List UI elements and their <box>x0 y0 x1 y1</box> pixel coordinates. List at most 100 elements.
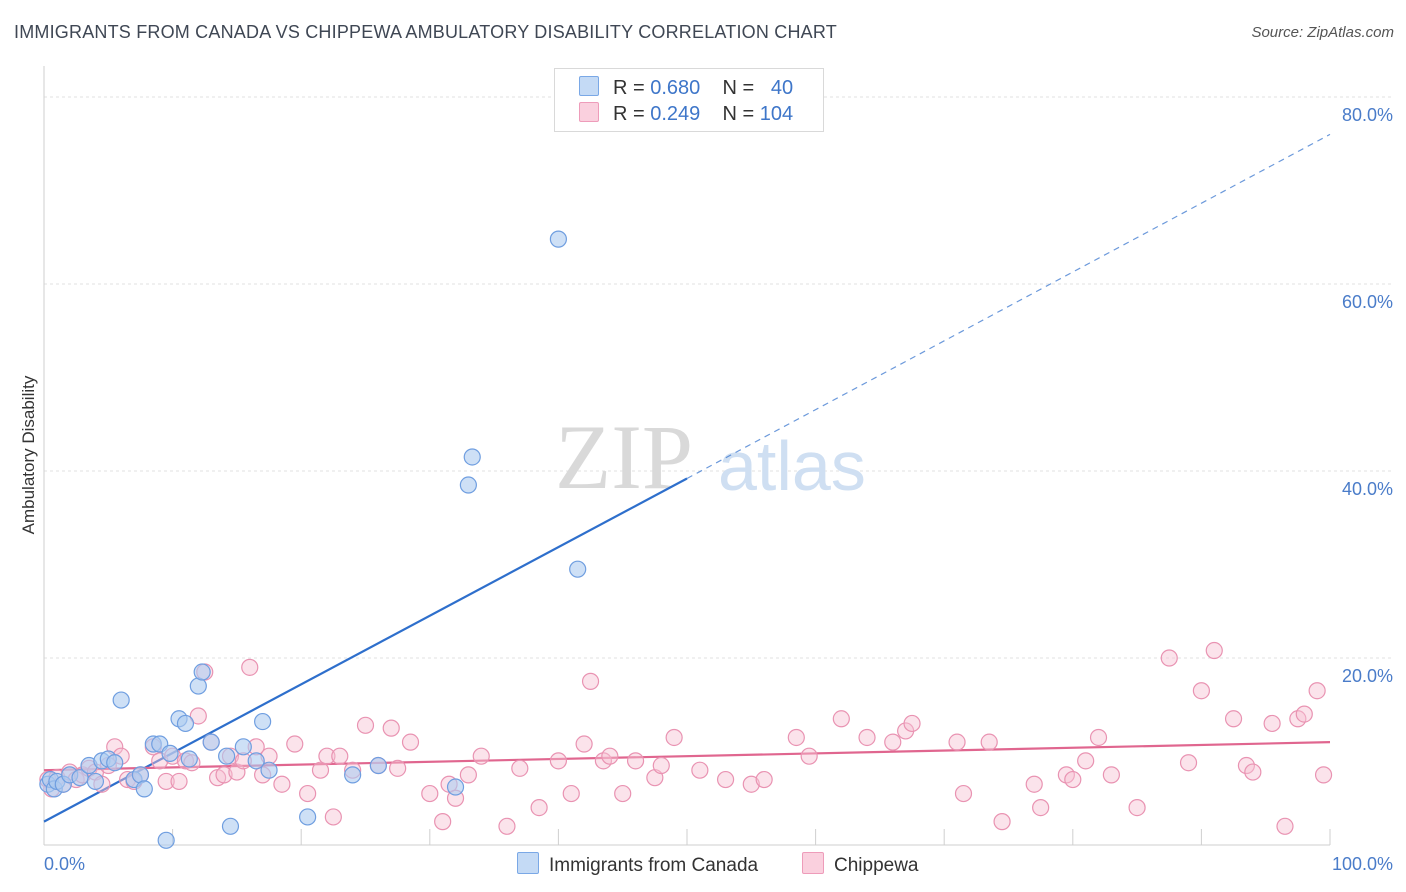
chippewa-point <box>273 775 291 793</box>
n-value-canada: 40 <box>770 77 794 99</box>
chippewa-point <box>1192 682 1211 700</box>
chippewa-point <box>1025 775 1043 793</box>
canada-point <box>569 560 587 578</box>
chippewa-point <box>903 714 921 733</box>
canada-point <box>157 831 175 849</box>
tick-labels: 20.0% 40.0% 60.0% 80.0% 0.0% 100.0% <box>44 105 1393 874</box>
chippewa-point <box>1237 756 1256 775</box>
chippewa-point <box>1128 798 1146 817</box>
chippewa-point <box>1032 798 1050 817</box>
chippewa-point <box>858 728 876 747</box>
chippewa-point <box>1064 770 1082 789</box>
chippewa-point <box>356 716 375 734</box>
chippewa-point <box>652 756 670 775</box>
chippewa-point <box>581 672 600 690</box>
n-label-chippewa: N = <box>722 103 755 125</box>
canada-point <box>221 817 240 835</box>
r-value-canada: 0.680 <box>650 77 701 99</box>
chippewa-point <box>511 759 529 777</box>
canada-trend-line-extension <box>686 133 1331 480</box>
r-value-chippewa: 0.249 <box>650 103 701 125</box>
canada-swatch <box>579 76 599 96</box>
canada-point <box>86 772 105 791</box>
stats-legend: R = 0.680 N = 40 R = 0.249 N = 104 <box>554 68 824 132</box>
chippewa-point <box>1308 682 1326 700</box>
canada-point <box>106 754 124 772</box>
x-tick-label-0: 0.0% <box>44 854 85 874</box>
canada-point <box>463 448 481 466</box>
chippewa-point <box>1263 714 1281 733</box>
chippewa-point <box>331 747 349 765</box>
chippewa-point <box>324 808 342 826</box>
chippewa-point <box>800 747 818 765</box>
canada-point <box>446 778 465 796</box>
chippewa-point <box>1314 766 1333 784</box>
watermark-zip: ZIP <box>555 406 693 508</box>
bottom-legend-chippewa: Chippewa <box>802 852 919 877</box>
canada-point <box>176 714 195 733</box>
chippewa-point <box>993 813 1011 831</box>
chippewa-point <box>832 710 850 728</box>
chippewa-point <box>434 813 452 831</box>
canada-point <box>193 663 211 681</box>
chippewa-point <box>215 766 233 784</box>
chippewa-point <box>286 735 304 753</box>
chart-title: IMMIGRANTS FROM CANADA VS CHIPPEWA AMBUL… <box>14 22 837 42</box>
chippewa-point <box>1160 649 1178 667</box>
chippewa-point <box>311 761 330 779</box>
canada-point <box>299 808 317 826</box>
canada-point <box>247 752 265 770</box>
chippewa-point <box>601 747 619 765</box>
chippewa-point <box>691 761 709 779</box>
y-tick-label-20: 20.0% <box>1342 666 1393 686</box>
chippewa-point <box>948 733 966 751</box>
bottom-legend-canada: Immigrants from Canada <box>517 852 758 877</box>
chippewa-point <box>1205 641 1223 660</box>
n-value-chippewa: 104 <box>759 103 794 125</box>
canada-point <box>189 677 207 695</box>
chippewa-point <box>787 728 805 747</box>
chippewa-point <box>459 766 477 784</box>
chippewa-point <box>575 735 593 753</box>
canada-legend-label: Immigrants from Canada <box>549 855 759 876</box>
chippewa-point <box>742 775 760 793</box>
chippewa-point <box>1224 710 1243 728</box>
chippewa-point <box>1179 754 1198 772</box>
chippewa-point <box>241 658 259 676</box>
chippewa-point <box>421 784 439 803</box>
canada-legend-swatch <box>517 852 539 874</box>
chippewa-point <box>189 707 207 725</box>
chippewa-point <box>884 733 902 751</box>
canada-point <box>161 744 179 762</box>
legend-row-chippewa: R = 0.249 N = 104 <box>579 102 793 126</box>
chippewa-point <box>562 784 580 803</box>
canada-point <box>112 691 130 709</box>
points <box>39 230 1333 849</box>
chippewa-point <box>1295 705 1313 723</box>
chippewa-point <box>401 733 420 751</box>
chippewa-legend-label: Chippewa <box>834 855 919 876</box>
chippewa-point <box>716 770 735 789</box>
chippewa-point <box>299 784 317 803</box>
canada-point <box>218 747 236 765</box>
canada-point <box>135 780 153 798</box>
r-label-canada: R = <box>613 77 645 99</box>
y-tick-label-80: 80.0% <box>1342 105 1393 125</box>
chippewa-point <box>1102 766 1120 784</box>
watermark-atlas: atlas <box>718 427 866 505</box>
canada-point <box>260 761 278 779</box>
chippewa-point <box>382 719 400 737</box>
chippewa-point <box>954 784 973 803</box>
trend-lines <box>43 133 1331 823</box>
grid <box>44 96 1392 659</box>
chippewa-point <box>472 747 490 765</box>
chippewa-point <box>626 752 645 770</box>
chippewa-swatch <box>579 102 599 122</box>
chippewa-point <box>1276 817 1294 835</box>
canada-point <box>344 766 362 784</box>
y-tick-label-40: 40.0% <box>1342 479 1393 499</box>
source-label: Source: ZipAtlas.com <box>1251 24 1394 41</box>
chippewa-point <box>614 784 632 803</box>
y-tick-label-60: 60.0% <box>1342 292 1393 312</box>
